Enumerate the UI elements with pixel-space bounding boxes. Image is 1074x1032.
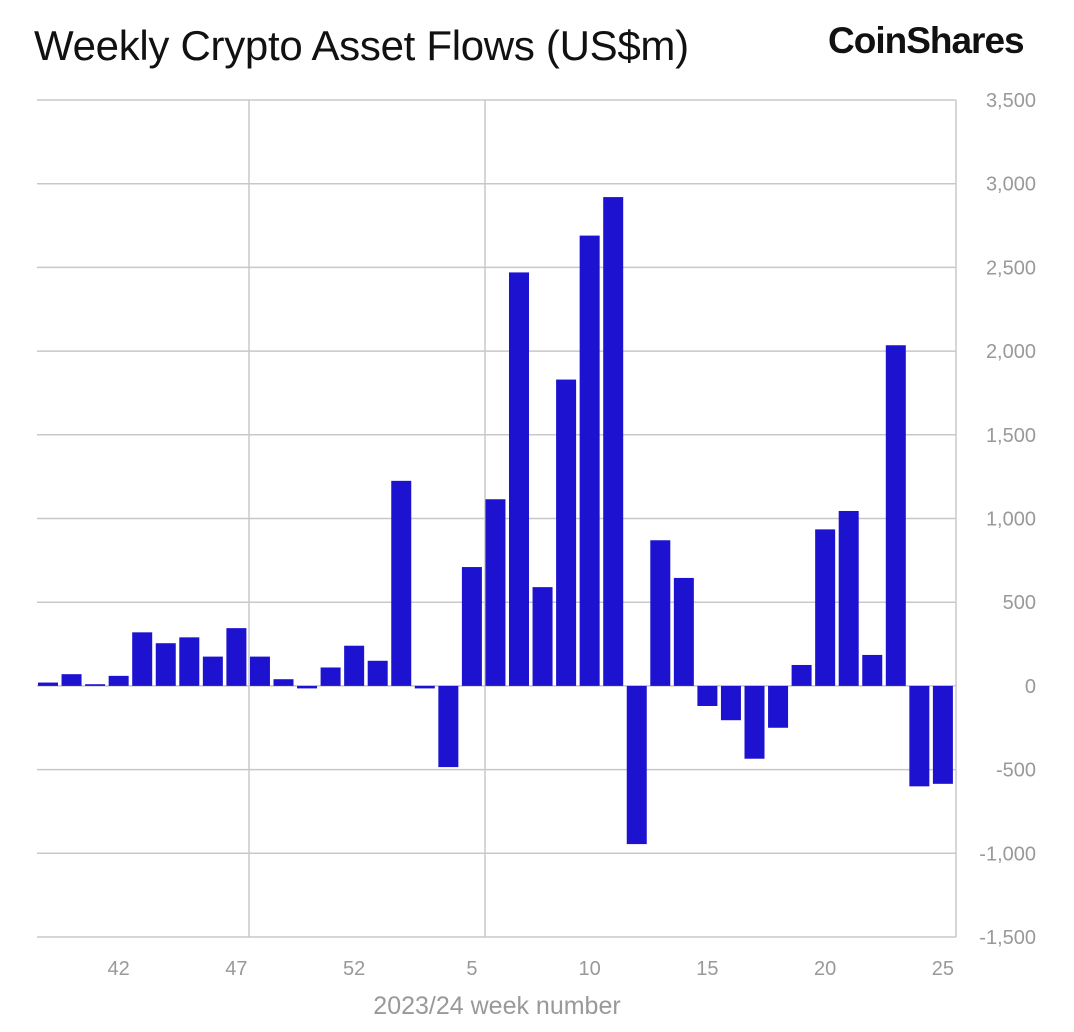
bar-week-5 (461, 567, 482, 686)
bar-week-4 (438, 685, 459, 768)
bar-week-22 (862, 654, 883, 686)
x-tick-label: 42 (108, 958, 130, 980)
bar-week-14 (673, 577, 694, 686)
x-tick-label: 5 (466, 958, 477, 980)
bar-week-1 (367, 660, 388, 686)
x-tick-label: 20 (814, 958, 836, 980)
bar-week-24 (909, 685, 930, 787)
y-tick-label: 2,000 (986, 341, 1036, 363)
bar-week-3 (414, 685, 435, 689)
bar-week-40 (61, 674, 82, 686)
chart-title: Weekly Crypto Asset Flows (US$m) (34, 22, 689, 69)
bar-week-39 (38, 682, 58, 686)
bar-week-46 (202, 656, 223, 686)
bar-week-52 (344, 645, 365, 686)
bar-week-49 (273, 679, 294, 686)
x-tick-label: 52 (343, 958, 365, 980)
bar-week-10 (579, 235, 600, 686)
bar-week-9 (556, 379, 577, 686)
bar-week-48 (249, 656, 270, 686)
bar-week-12 (626, 685, 647, 845)
bar-week-45 (179, 637, 200, 686)
y-tick-label: -1,000 (979, 843, 1036, 865)
bar-week-2 (391, 480, 412, 686)
bar-week-6 (485, 499, 506, 686)
y-tick-label: -1,500 (979, 927, 1036, 949)
y-tick-label: 0 (1025, 676, 1036, 698)
bar-week-15 (697, 685, 718, 706)
bar-week-41 (85, 684, 106, 686)
bar-week-50 (297, 685, 318, 689)
y-tick-label: 2,500 (986, 257, 1036, 279)
y-tick-label: 3,500 (986, 90, 1036, 112)
bar-week-17 (744, 685, 765, 759)
x-tick-label: 25 (932, 958, 954, 980)
bar-week-51 (320, 667, 341, 686)
bar-week-7 (509, 272, 529, 686)
bar-week-25 (932, 685, 953, 784)
x-tick-label: 47 (225, 958, 247, 980)
x-tick-label: 10 (579, 958, 601, 980)
x-axis-label: 2023/24 week number (373, 992, 620, 1020)
bar-week-16 (720, 685, 741, 721)
x-tick-label: 15 (696, 958, 718, 980)
y-tick-label: 1,500 (986, 425, 1036, 447)
bar-week-23 (885, 345, 906, 686)
bar-week-47 (226, 628, 247, 686)
bar-week-43 (132, 632, 153, 686)
y-tick-label: 1,000 (986, 509, 1036, 531)
y-tick-label: 500 (1003, 592, 1036, 614)
bar-week-19 (791, 664, 812, 686)
bar-week-20 (815, 529, 836, 686)
bar-week-44 (155, 643, 176, 686)
y-tick-label: -500 (996, 760, 1036, 782)
bar-week-18 (768, 685, 789, 728)
bar-week-42 (108, 675, 129, 686)
bar-week-13 (650, 540, 671, 686)
bar-week-21 (838, 510, 859, 686)
bar-week-11 (603, 197, 624, 686)
coinshares-logo: CoinShares (828, 20, 1025, 61)
bar-week-8 (532, 587, 553, 686)
y-tick-label: 3,000 (986, 174, 1036, 196)
